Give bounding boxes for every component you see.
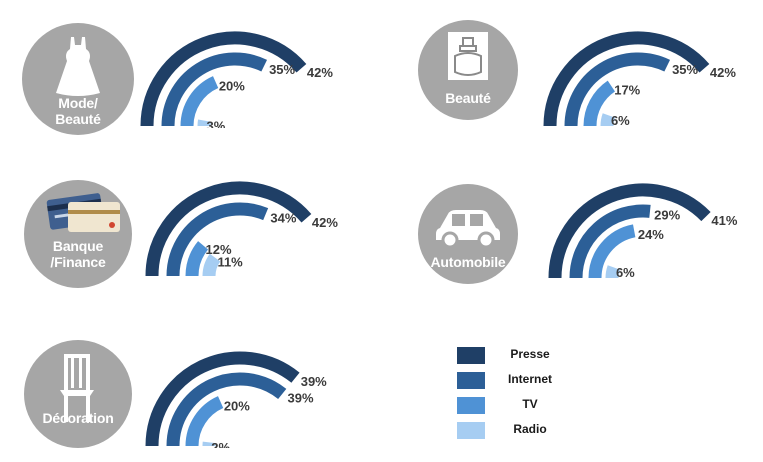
value-label-internet: 34% [270,210,296,225]
value-label-presse: 42% [307,65,333,80]
legend-item-internet: Internet [457,370,577,395]
radial-chart-beaute: 42% 35% 17% 6% [543,31,736,128]
arc-tv [185,396,224,447]
legend-swatch [457,422,485,439]
value-label-radio: 2% [211,440,230,448]
credit-card-icon [46,193,120,232]
arc-internet [166,372,287,447]
legend: Presse Internet TV Radio [457,345,577,445]
car-icon [436,210,500,249]
chair-icon [60,354,94,422]
legend-item-tv: TV [457,395,577,420]
category-label: Banque /Finance [50,238,106,270]
arc-presse [548,183,711,279]
arc-tv [185,241,209,277]
value-label-tv: 20% [224,398,250,413]
legend-swatch [457,347,485,364]
legend-item-presse: Presse [457,345,577,370]
perfume-icon [448,32,488,80]
legend-item-radio: Radio [457,420,577,445]
category-circle: Décoration [24,340,132,448]
legend-swatch [457,397,485,414]
category-circle: Automobile [418,184,518,284]
arc-presse [145,181,312,277]
value-label-radio: 11% [217,254,243,269]
value-label-tv: 17% [614,82,640,97]
value-label-tv: 12% [206,242,232,257]
arc-internet [569,204,651,279]
arc-internet [161,52,268,127]
arc-internet [166,202,269,277]
arc-presse [140,31,307,127]
category-label: Mode/ Beauté [55,95,101,127]
category-circle: Banque /Finance [24,180,132,288]
category-label: Automobile [430,254,506,270]
category-label: Décoration [42,410,114,426]
value-label-presse: 41% [711,213,737,228]
arc-presse [145,351,300,447]
radial-chart-banque-finance: 42% 34% 12%11% [145,181,338,277]
legend-label: TV [522,397,538,411]
radial-chart-mode-beaute: 42% 35% 20% 3% [140,31,333,128]
arc-tv [588,224,636,279]
value-label-presse: 42% [312,215,338,230]
arc-radio [600,113,616,127]
arc-radio [605,265,621,279]
legend-label: Internet [507,372,552,386]
value-label-tv: 20% [219,78,245,93]
arc-radio [202,253,221,277]
value-label-tv: 24% [638,227,664,242]
value-label-internet: 35% [269,62,295,77]
arc-presse [543,31,710,127]
arc-tv [583,80,616,127]
radial-chart-decoration: 39%39% 20% 2% [145,351,327,448]
value-label-radio: 3% [206,118,225,128]
legend-label: Presse [510,347,550,361]
category-circle: Beauté [418,20,518,120]
dress-icon [56,37,100,96]
value-label-internet: 29% [654,207,680,222]
value-label-radio: 6% [611,113,630,128]
legend-swatch [457,372,485,389]
value-label-presse: 39% [301,374,327,389]
category-label: Beauté [445,90,491,106]
legend-label: Radio [513,422,547,436]
value-label-internet: 39% [287,390,313,405]
arc-tv [180,76,219,127]
value-label-internet: 35% [672,62,698,77]
radial-chart-automobile: 41% 29% 24% 6% [548,183,738,280]
category-circle: Mode/ Beauté [22,23,134,135]
value-label-presse: 42% [710,65,736,80]
arc-internet [564,52,671,127]
value-label-radio: 6% [616,265,635,280]
